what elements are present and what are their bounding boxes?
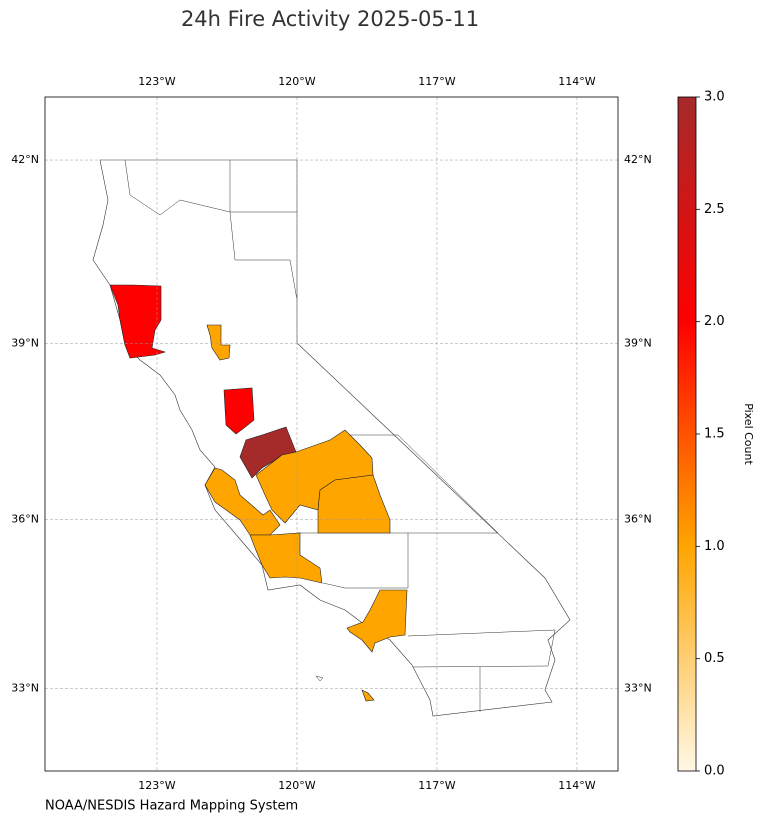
y-tick-label: 33°N xyxy=(11,682,39,695)
source-note: NOAA/NESDIS Hazard Mapping System xyxy=(45,799,298,814)
x-tick-label: 114°W xyxy=(558,779,595,792)
county-border xyxy=(229,160,298,301)
map-title: 24h Fire Activity 2025-05-11 xyxy=(181,7,479,31)
colorbar-tick-label: 3.0 xyxy=(704,90,725,105)
y-tick-label: 36°N xyxy=(624,512,652,525)
county-border xyxy=(407,629,556,668)
county-region xyxy=(223,387,255,435)
y-tick-label: 39°N xyxy=(624,336,652,349)
y-tick-label: 36°N xyxy=(11,512,39,525)
colorbar-tick-label: 1.0 xyxy=(704,539,725,554)
colorbar-tick-label: 1.5 xyxy=(704,427,725,442)
x-tick-label: 114°W xyxy=(558,75,595,88)
county-region xyxy=(109,284,167,359)
island xyxy=(315,675,324,682)
colorbar-tick-label: 0.0 xyxy=(704,764,725,779)
colorbar xyxy=(677,96,697,772)
colorbar-label: Pixel Count xyxy=(742,403,755,465)
x-tick-label: 123°W xyxy=(138,75,175,88)
basemap xyxy=(92,159,571,717)
county-region xyxy=(346,589,408,702)
x-tick-label: 117°W xyxy=(418,779,455,792)
county-region xyxy=(206,324,231,361)
county-border xyxy=(124,159,297,216)
x-tick-label: 123°W xyxy=(138,779,175,792)
y-tick-label: 33°N xyxy=(624,682,652,695)
colorbar-tick-label: 0.5 xyxy=(704,651,725,666)
state-outline xyxy=(92,159,571,717)
county-region xyxy=(317,474,391,534)
county-region xyxy=(204,467,281,536)
y-tick-label: 42°N xyxy=(624,153,652,166)
colorbar-tick-label: 2.5 xyxy=(704,202,725,217)
x-tick-label: 117°W xyxy=(418,75,455,88)
county-region xyxy=(249,532,323,584)
y-tick-label: 39°N xyxy=(11,336,39,349)
colorbar-tick-label: 2.0 xyxy=(704,314,725,329)
map-frame xyxy=(44,96,619,772)
county-border xyxy=(345,434,499,534)
y-tick-label: 42°N xyxy=(11,153,39,166)
x-tick-label: 120°W xyxy=(278,779,315,792)
x-tick-label: 120°W xyxy=(278,75,315,88)
